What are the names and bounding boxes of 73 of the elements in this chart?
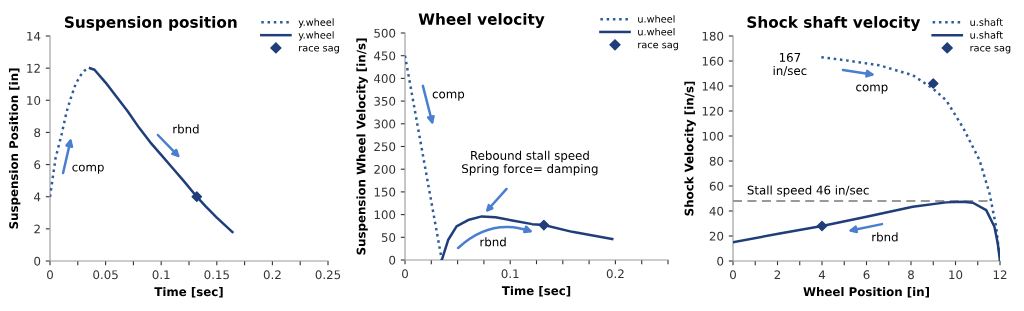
y-tick-label: 350 (374, 96, 396, 106)
y-tick-label: 0 (389, 255, 396, 265)
y-tick-label: 60 (709, 181, 724, 191)
y-tick-label: 20 (709, 231, 724, 241)
y-tick-label: 2 (34, 224, 40, 234)
x-tick-label: 0.2 (263, 270, 281, 280)
legend-label: u.wheel (638, 27, 675, 36)
x-tick-label: 0.1 (152, 270, 170, 280)
legend-label: y.wheel (298, 31, 334, 41)
legend-label: race sag (299, 45, 339, 54)
x-tick-label: 2 (774, 270, 781, 279)
x-axis-title: Time [sec] (501, 286, 571, 297)
y-tick-label: 40 (709, 206, 724, 216)
y-tick-label: 450 (374, 51, 396, 61)
legend-label: u.shaft (970, 18, 1003, 26)
y-tick-label: 8 (34, 128, 41, 138)
y-tick-label: 50 (381, 233, 396, 242)
y-tick-label: 120 (702, 106, 724, 116)
annotation: comp (72, 164, 104, 174)
y-tick-label: 12 (27, 63, 40, 73)
y-tick-label: 500 (374, 28, 396, 38)
y-tick-label: 100 (702, 131, 724, 141)
y-tick-label: 300 (374, 119, 396, 129)
ref-line-label: Stall speed 46 in/sec (747, 185, 869, 197)
y-tick-label: 14 (27, 31, 41, 41)
y-tick-label: 0 (34, 256, 41, 266)
annotation: comp (856, 84, 888, 94)
annotation: Rebound stall speed Spring force= damping (462, 150, 598, 176)
x-tick-label: 4 (818, 270, 826, 279)
legend-label: u.wheel (638, 15, 675, 23)
annotation: comp (432, 91, 465, 101)
legend-label: race sag (638, 42, 679, 51)
legend-label: y.wheel (298, 18, 334, 28)
x-tick-label: 0.1 (501, 269, 519, 279)
annotation: rbnd (872, 232, 898, 242)
y-axis-title: Shock Velocity [in/s] (684, 81, 696, 216)
x-tick-label: 0.25 (315, 270, 341, 280)
x-tick-label: 0 (402, 269, 408, 279)
y-tick-label: 250 (374, 142, 396, 152)
y-axis-title: Suspension Wheel Velocity [in/s] (356, 38, 368, 255)
y-axis-title: Suspension Position [in] (8, 68, 21, 229)
x-axis-title: Time [sec] (154, 287, 223, 298)
x-tick-label: 0 (47, 270, 53, 280)
annotation: 167 in/sec (773, 52, 807, 76)
x-tick-label: 0.05 (93, 270, 118, 280)
x-axis-title: Wheel Position [in] (803, 287, 929, 298)
annotation: rbnd (480, 237, 506, 247)
legend-label: u.shaft (970, 31, 1003, 39)
y-tick-label: 150 (374, 187, 396, 197)
x-tick-label: 12 (993, 270, 1007, 279)
chart-title: Wheel velocity (418, 13, 545, 28)
y-tick-label: 160 (702, 56, 724, 66)
y-tick-label: 80 (709, 156, 724, 166)
y-tick-label: 4 (34, 192, 41, 202)
y-tick-label: 180 (702, 31, 724, 41)
chart-title: Shock shaft velocity (747, 16, 921, 31)
y-tick-label: 6 (34, 160, 41, 170)
x-tick-label: 6 (863, 270, 870, 280)
chart-title: Suspension position (65, 16, 237, 31)
x-tick-label: 0.15 (204, 270, 229, 280)
y-tick-label: 400 (374, 74, 396, 84)
legend-label: race sag (970, 45, 1011, 54)
annotation: rbnd (173, 124, 199, 134)
y-tick-label: 0 (717, 256, 724, 266)
y-tick-label: 140 (702, 81, 724, 91)
x-tick-label: 0 (730, 270, 736, 280)
y-tick-label: 100 (374, 210, 396, 220)
x-tick-label: 10 (949, 270, 963, 280)
x-tick-label: 8 (908, 270, 914, 280)
y-tick-label: 10 (27, 96, 41, 105)
y-tick-label: 200 (374, 164, 396, 174)
x-tick-label: 0.2 (606, 269, 624, 279)
line-series (440, 215, 614, 260)
